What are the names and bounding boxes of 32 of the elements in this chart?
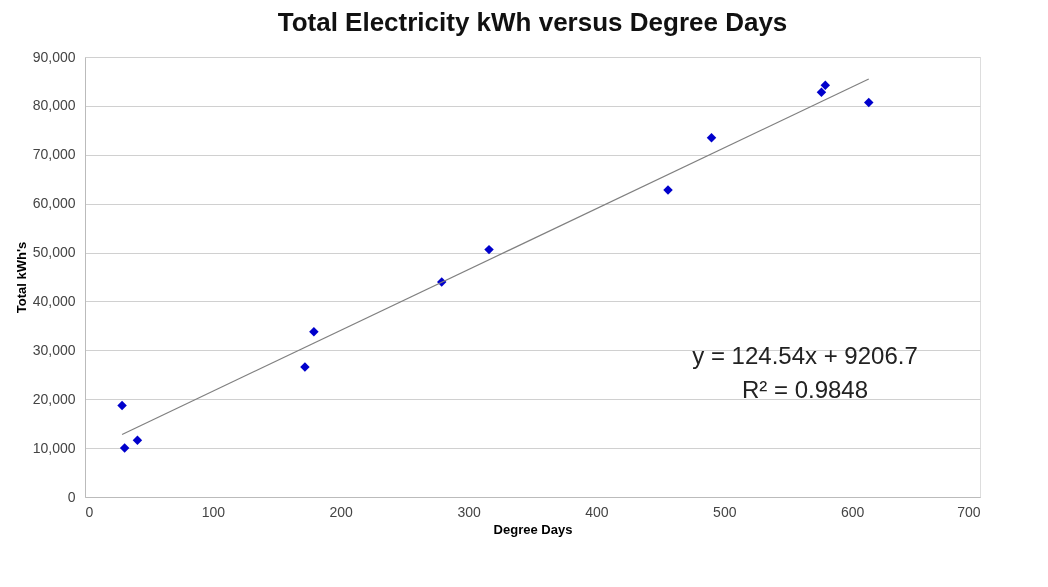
x-tick-label: 600 [840, 503, 865, 520]
x-axis-title: Degree Days [493, 521, 573, 537]
point [484, 244, 494, 255]
x-tick-label: 300 [457, 503, 481, 520]
point [820, 80, 831, 91]
x-tick-label: 500 [713, 503, 737, 520]
y-tick-label: 50,000 [32, 244, 76, 261]
x-tick-label: 100 [201, 503, 226, 520]
y-tick-label: 0 [67, 488, 76, 505]
y-tick-label: 60,000 [32, 195, 76, 212]
y-tick-label: 30,000 [32, 341, 76, 358]
point [117, 400, 127, 411]
annotation: y = 124.54x + 9206.7 [692, 342, 918, 369]
x-tick-label: 200 [329, 503, 354, 520]
x-tick-label: 700 [957, 503, 981, 520]
point [132, 435, 143, 446]
y-tick-label: 10,000 [32, 439, 76, 456]
y-tick-label: 20,000 [32, 390, 76, 407]
y-tick-label: 70,000 [32, 146, 76, 163]
point [309, 327, 319, 337]
chart-title: Total Electricity kWh versus Degree Days [277, 7, 788, 37]
y-tick-label: 90,000 [32, 48, 76, 65]
x-tick-label: 0 [85, 503, 94, 520]
annotation: R² = 0.9848 [741, 376, 869, 403]
y-tick-label: 80,000 [32, 97, 76, 114]
y-axis-title: Total kWh's [13, 241, 29, 314]
x-tick-label: 400 [585, 503, 609, 520]
point [119, 443, 130, 453]
y-tick-label: 40,000 [32, 292, 76, 309]
point [864, 97, 874, 108]
point [816, 87, 827, 97]
point [706, 132, 717, 143]
